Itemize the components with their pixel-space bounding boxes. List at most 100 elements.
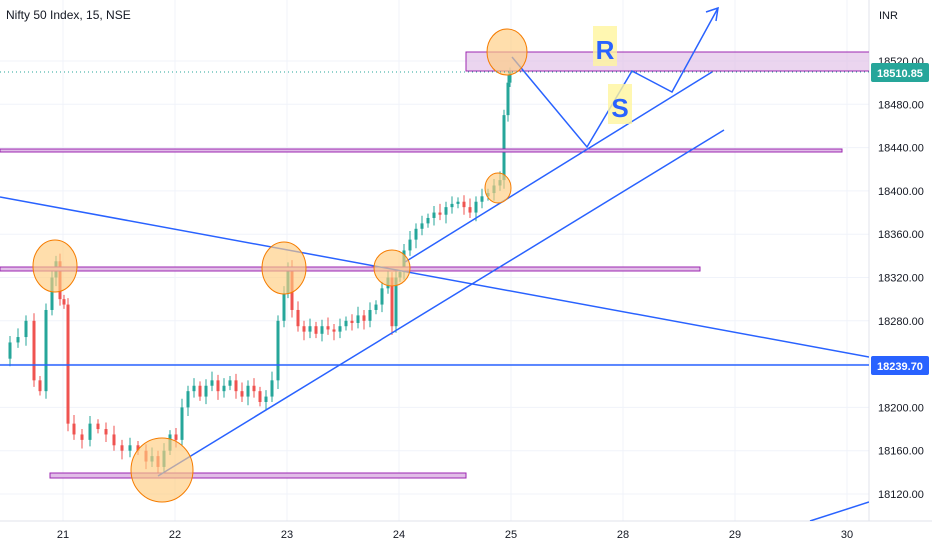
candle-up bbox=[338, 326, 342, 332]
last-price-label: 18510.85 bbox=[877, 68, 923, 80]
candle-up bbox=[344, 320, 348, 327]
level-price-label: 18239.70 bbox=[877, 361, 923, 373]
annotation-r[interactable]: R bbox=[596, 35, 615, 65]
support-zone-18140[interactable] bbox=[49, 472, 467, 479]
x-tick-label: 22 bbox=[169, 529, 181, 541]
candle-up bbox=[426, 217, 430, 224]
candle-down bbox=[462, 201, 466, 208]
x-tick-label: 23 bbox=[281, 529, 293, 541]
label-s-background bbox=[608, 84, 632, 124]
highlight-circle[interactable] bbox=[261, 241, 307, 295]
y-tick-label: 18320.00 bbox=[878, 273, 924, 285]
x-tick-label: 24 bbox=[393, 529, 405, 541]
ascending-trendline-short[interactable] bbox=[404, 71, 713, 263]
candle-up bbox=[308, 326, 312, 332]
x-tick-label: 29 bbox=[729, 529, 741, 541]
label-r-background bbox=[593, 26, 617, 66]
candle-down bbox=[72, 423, 76, 435]
candle-down bbox=[104, 429, 108, 435]
highlight-circle[interactable] bbox=[130, 437, 194, 503]
descending-trendline[interactable] bbox=[0, 196, 869, 358]
candle-down bbox=[62, 299, 66, 305]
candle-down bbox=[438, 212, 442, 215]
ascending-trendline-main[interactable] bbox=[157, 129, 725, 477]
last-price-label-bg bbox=[871, 63, 929, 82]
x-tick-label: 30 bbox=[841, 529, 853, 541]
candle-up bbox=[356, 315, 360, 323]
candle-down bbox=[252, 385, 256, 392]
candle-down bbox=[80, 434, 84, 440]
candle-up bbox=[204, 385, 208, 397]
candle-up bbox=[480, 196, 484, 202]
candle-down bbox=[32, 320, 36, 381]
y-tick-label: 18360.00 bbox=[878, 229, 924, 241]
drawings[interactable]: R S bbox=[0, 6, 870, 521]
candle-down bbox=[234, 380, 238, 392]
candle-down bbox=[332, 329, 336, 332]
y-tick-label: 18400.00 bbox=[878, 186, 924, 198]
x-tick-label: 28 bbox=[617, 529, 629, 541]
candle-up bbox=[264, 396, 268, 402]
candle-up bbox=[16, 337, 20, 343]
x-tick-label: 21 bbox=[57, 529, 69, 541]
candle-up bbox=[320, 326, 324, 334]
candle-up bbox=[380, 288, 384, 305]
candle-down bbox=[350, 320, 354, 323]
candle-down bbox=[96, 423, 100, 430]
highlight-circle[interactable] bbox=[486, 28, 528, 76]
candle-down bbox=[112, 434, 116, 446]
candle-up bbox=[88, 423, 92, 440]
candle-down bbox=[38, 380, 42, 392]
level-price-label-bg bbox=[871, 356, 929, 375]
candle-up bbox=[456, 201, 460, 204]
price-axis[interactable]: 18120.0018160.0018200.0018240.0018280.00… bbox=[878, 56, 924, 501]
candle-up bbox=[192, 385, 196, 392]
projected-path[interactable] bbox=[511, 7, 719, 149]
candle-up bbox=[24, 320, 28, 338]
annotation-s[interactable]: S bbox=[611, 93, 628, 123]
time-axis[interactable]: 21 22 23 24 25 28 29 30 bbox=[57, 529, 853, 541]
candle-down bbox=[120, 445, 124, 451]
candle-up bbox=[276, 320, 280, 381]
y-tick-label: 18120.00 bbox=[878, 489, 924, 501]
candle-up bbox=[270, 380, 274, 397]
resistance-zone[interactable] bbox=[465, 51, 870, 72]
candle-up bbox=[180, 407, 184, 440]
candle-up bbox=[222, 385, 226, 392]
lower-right-trendline[interactable] bbox=[809, 501, 869, 521]
candle-up bbox=[432, 212, 436, 218]
highlight-circle[interactable] bbox=[484, 172, 512, 204]
candle-up bbox=[414, 228, 418, 240]
candle-down bbox=[302, 326, 306, 332]
projected-path-arrow bbox=[705, 6, 719, 22]
candle-down bbox=[362, 315, 366, 321]
candle-up bbox=[408, 239, 412, 251]
highlight-circle[interactable] bbox=[373, 249, 411, 287]
candle-up bbox=[508, 71, 512, 83]
candle-up bbox=[502, 115, 506, 181]
highlight-circle[interactable] bbox=[32, 239, 78, 293]
candle-up bbox=[394, 277, 398, 327]
y-tick-label: 18280.00 bbox=[878, 316, 924, 328]
candle-down bbox=[240, 391, 244, 397]
candle-up bbox=[474, 201, 478, 213]
candle-down bbox=[198, 385, 202, 397]
candle-up bbox=[374, 304, 378, 310]
candles bbox=[8, 67, 512, 476]
candle-down bbox=[468, 207, 472, 213]
candle-down bbox=[326, 326, 330, 330]
axis-settings-area[interactable] bbox=[874, 527, 930, 547]
candle-up bbox=[128, 445, 132, 451]
candle-up bbox=[444, 207, 448, 215]
support-zone-18440[interactable] bbox=[0, 148, 843, 153]
x-tick-label: 25 bbox=[505, 529, 517, 541]
candle-down bbox=[216, 380, 220, 392]
candle-down bbox=[174, 434, 178, 440]
support-zone-18330[interactable] bbox=[0, 266, 701, 272]
candle-up bbox=[246, 385, 250, 397]
candle-down bbox=[390, 277, 394, 327]
candle-down bbox=[314, 326, 318, 334]
candle-up bbox=[420, 223, 424, 229]
candle-up bbox=[8, 342, 12, 359]
